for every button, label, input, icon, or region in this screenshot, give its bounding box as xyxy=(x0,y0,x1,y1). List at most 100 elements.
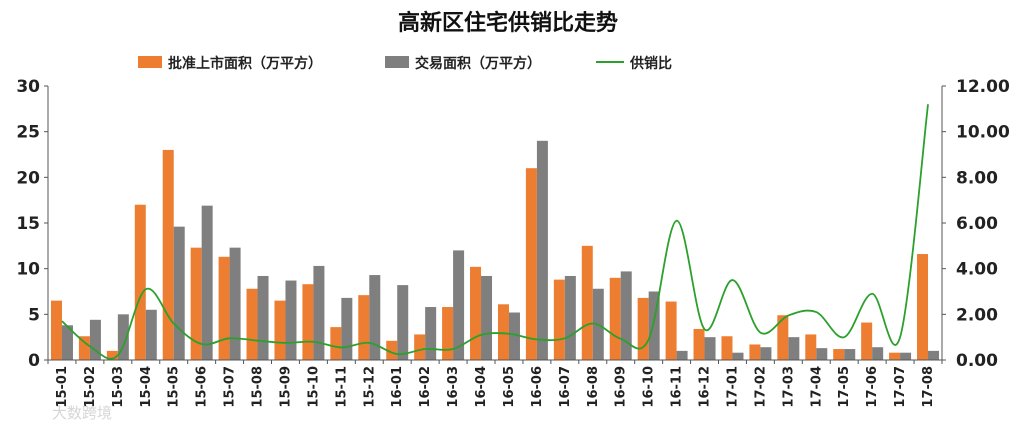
bar-approved-area-16-06 xyxy=(525,168,537,360)
bar-approved-area-16-01 xyxy=(386,340,398,360)
x-tick-label: 15-02 xyxy=(83,366,98,408)
bar-approved-area-15-06 xyxy=(190,247,202,360)
bar-approved-area-17-04 xyxy=(805,334,817,360)
x-tick-label: 15-06 xyxy=(195,366,210,408)
x-tick-label: 15-04 xyxy=(139,366,154,408)
bar-transaction-area-15-01 xyxy=(61,325,73,360)
x-tick-label: 15-05 xyxy=(167,366,182,408)
left-tick-label: 10 xyxy=(16,260,40,280)
x-tick-label: 16-02 xyxy=(418,366,433,408)
bar-approved-area-16-09 xyxy=(609,277,621,360)
bar-approved-area-16-10 xyxy=(637,297,649,360)
x-tick-label: 17-04 xyxy=(809,366,824,408)
bar-transaction-area-16-07 xyxy=(564,275,576,360)
bar-transaction-area-15-06 xyxy=(201,205,213,360)
bar-approved-area-16-12 xyxy=(693,328,705,360)
bar-approved-area-17-07 xyxy=(889,352,901,360)
bar-approved-area-15-03 xyxy=(106,350,118,360)
bar-transaction-area-15-12 xyxy=(369,275,381,360)
bar-approved-area-17-05 xyxy=(833,349,845,360)
bar-transaction-area-16-06 xyxy=(536,140,548,360)
right-tick-label: 0.00 xyxy=(956,351,998,371)
bar-transaction-area-15-10 xyxy=(313,265,325,360)
bar-approved-area-16-04 xyxy=(470,266,482,360)
x-tick-label: 15-10 xyxy=(306,366,321,408)
right-tick-label: 2.00 xyxy=(956,305,998,325)
bar-approved-area-15-08 xyxy=(246,288,258,360)
right-tick-label: 4.00 xyxy=(956,260,998,280)
bar-transaction-area-15-07 xyxy=(229,247,241,360)
bar-transaction-area-16-02 xyxy=(425,307,437,360)
left-tick-label: 5 xyxy=(28,305,40,325)
bar-transaction-area-16-12 xyxy=(704,337,716,360)
x-tick-label: 16-03 xyxy=(446,366,461,408)
x-tick-label: 16-11 xyxy=(670,366,685,408)
bar-approved-area-15-05 xyxy=(162,149,174,360)
x-tick-label: 16-10 xyxy=(642,366,657,408)
bar-transaction-area-17-02 xyxy=(760,347,772,360)
bar-transaction-area-15-05 xyxy=(173,226,185,360)
bar-transaction-area-17-06 xyxy=(872,347,884,360)
legend-label-1: 交易面积（万平方） xyxy=(415,55,541,72)
bar-transaction-area-16-11 xyxy=(676,350,688,360)
bar-transaction-area-15-08 xyxy=(257,275,269,360)
bar-approved-area-15-10 xyxy=(302,284,314,360)
bar-approved-area-17-06 xyxy=(861,322,873,360)
x-tick-label: 17-07 xyxy=(893,366,908,408)
bar-approved-area-15-01 xyxy=(50,300,62,360)
x-tick-label: 16-08 xyxy=(586,366,601,408)
right-tick-label: 8.00 xyxy=(956,168,998,188)
x-tick-label: 17-06 xyxy=(865,366,880,408)
bar-transaction-area-17-08 xyxy=(928,350,940,360)
bar-approved-area-15-11 xyxy=(330,327,342,360)
left-tick-label: 20 xyxy=(16,168,40,188)
bar-approved-area-15-04 xyxy=(134,204,146,360)
bar-transaction-area-15-11 xyxy=(341,297,353,360)
legend-swatch-1 xyxy=(385,56,409,68)
x-tick-label: 17-02 xyxy=(753,366,768,408)
bar-transaction-area-16-01 xyxy=(397,285,409,360)
x-tick-label: 15-11 xyxy=(334,366,349,408)
bar-approved-area-16-11 xyxy=(665,301,677,360)
x-tick-label: 17-01 xyxy=(725,366,740,408)
bar-approved-area-16-03 xyxy=(442,307,454,360)
x-tick-label: 16-01 xyxy=(390,366,405,408)
legend-label-2: 供销比 xyxy=(629,55,672,72)
bar-transaction-area-16-10 xyxy=(648,291,660,360)
bar-approved-area-15-12 xyxy=(358,295,370,360)
bar-transaction-area-15-04 xyxy=(145,309,157,360)
x-tick-label: 16-06 xyxy=(530,366,545,408)
x-tick-label: 15-03 xyxy=(111,366,126,408)
x-tick-label: 15-08 xyxy=(251,366,266,408)
bar-approved-area-17-03 xyxy=(777,315,789,360)
bar-approved-area-16-02 xyxy=(414,334,426,360)
supply-sales-ratio-line xyxy=(61,104,929,360)
x-tick-label: 16-04 xyxy=(474,366,489,408)
bar-transaction-area-15-03 xyxy=(117,314,129,360)
chart-title: 高新区住宅供销比走势 xyxy=(398,10,618,36)
bar-transaction-area-16-05 xyxy=(508,312,520,360)
x-tick-label: 16-09 xyxy=(614,366,629,408)
x-tick-label: 16-12 xyxy=(698,366,713,408)
left-tick-label: 15 xyxy=(16,214,40,234)
bar-approved-area-16-07 xyxy=(553,279,565,360)
legend-swatch-0 xyxy=(138,56,162,68)
bar-approved-area-17-08 xyxy=(917,254,929,360)
x-tick-label: 15-07 xyxy=(223,366,238,408)
x-tick-label: 17-05 xyxy=(837,366,852,408)
right-tick-label: 10.00 xyxy=(956,123,1010,143)
x-tick-label: 16-07 xyxy=(558,366,573,408)
legend: 批准上市面积（万平方） 交易面积（万平方） 供销比 xyxy=(138,55,672,72)
bar-transaction-area-17-01 xyxy=(732,352,744,360)
x-tick-label: 15-12 xyxy=(362,366,377,408)
bar-approved-area-15-07 xyxy=(218,256,230,360)
left-tick-label: 30 xyxy=(16,77,40,97)
plot-area: 0 5 10 15 20 25 30 0.00 2.00 4.00 6.00 8.00 10.00 12.… xyxy=(16,77,1010,408)
bar-approved-area-15-09 xyxy=(274,300,286,360)
bar-transaction-area-15-02 xyxy=(89,319,101,360)
bar-transaction-area-17-07 xyxy=(900,352,912,360)
bar-transaction-area-17-05 xyxy=(844,349,856,360)
watermark-text: 大数跨境 xyxy=(52,404,112,422)
